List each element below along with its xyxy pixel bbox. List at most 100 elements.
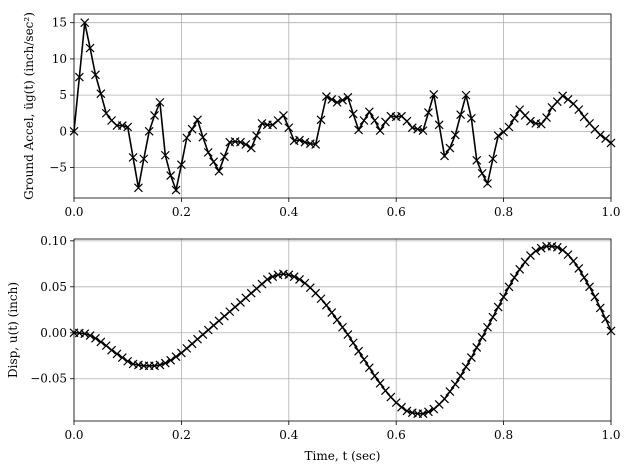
marker — [526, 116, 535, 126]
marker — [407, 408, 417, 418]
marker — [134, 183, 143, 193]
marker — [440, 394, 449, 404]
marker — [472, 343, 482, 352]
marker — [123, 122, 133, 132]
marker — [574, 263, 584, 273]
axes-frame — [73, 238, 612, 422]
marker — [563, 95, 573, 104]
marker — [166, 171, 176, 180]
marker — [531, 246, 541, 256]
marker — [273, 270, 283, 280]
marker — [418, 126, 428, 136]
marker — [418, 409, 428, 419]
marker — [300, 137, 310, 147]
marker — [176, 160, 186, 170]
marker — [477, 168, 487, 178]
y-tick-label: 0.05 — [40, 280, 67, 294]
marker — [295, 275, 304, 284]
marker — [96, 337, 106, 347]
marker — [466, 353, 476, 363]
marker — [187, 124, 197, 134]
marker — [80, 18, 90, 28]
marker — [321, 300, 331, 310]
y-tick-label: 0.10 — [40, 234, 67, 248]
marker — [85, 43, 95, 53]
marker — [139, 154, 149, 164]
marker — [493, 302, 503, 312]
x-axis-label: Time, t (sec) — [305, 449, 381, 463]
marker — [246, 143, 256, 153]
marker — [585, 282, 594, 292]
marker — [364, 363, 374, 373]
marker — [236, 137, 245, 147]
marker — [343, 330, 353, 340]
marker — [112, 349, 122, 359]
marker — [284, 123, 294, 133]
marker — [477, 332, 487, 342]
marker — [101, 108, 111, 118]
marker — [445, 387, 455, 397]
marker — [338, 95, 347, 105]
marker — [128, 153, 138, 162]
marker — [413, 124, 423, 134]
marker — [456, 110, 466, 120]
marker — [552, 242, 562, 252]
y-tick-label: 0 — [59, 124, 67, 138]
marker — [515, 264, 525, 274]
marker — [579, 273, 589, 283]
x-tick-label: 0.2 — [172, 428, 191, 442]
marker — [499, 292, 509, 302]
marker — [241, 139, 251, 149]
marker — [338, 322, 347, 332]
marker — [348, 338, 358, 348]
marker — [117, 121, 127, 130]
marker — [483, 179, 492, 188]
marker — [461, 90, 471, 100]
x-tick-label: 1.0 — [601, 428, 620, 442]
marker — [434, 120, 444, 130]
marker — [488, 154, 498, 164]
marker — [171, 185, 181, 195]
marker — [504, 282, 514, 292]
marker — [381, 386, 390, 396]
marker — [182, 133, 192, 143]
marker — [354, 125, 364, 135]
data-line — [73, 22, 612, 193]
marker — [203, 147, 213, 157]
marker — [107, 345, 117, 355]
marker — [472, 155, 482, 165]
marker — [504, 122, 514, 132]
y-tick-label: 5 — [59, 88, 67, 102]
marker — [279, 269, 288, 279]
marker — [606, 138, 616, 148]
marker — [542, 113, 551, 123]
marker — [198, 132, 208, 142]
x-tick-label: 0.0 — [64, 205, 83, 219]
marker — [547, 241, 557, 251]
marker — [327, 308, 337, 317]
y-tick-label: 15 — [52, 16, 67, 30]
marker — [348, 109, 358, 119]
marker — [601, 134, 611, 144]
y-tick-label: 10 — [52, 52, 67, 66]
marker — [74, 72, 84, 82]
data-line — [73, 245, 612, 415]
marker — [488, 312, 498, 322]
marker — [295, 135, 304, 145]
marker — [370, 371, 380, 381]
marker — [402, 406, 412, 416]
marker — [590, 292, 600, 302]
marker — [268, 120, 278, 130]
marker — [332, 97, 342, 107]
marker — [343, 92, 353, 102]
marker — [150, 361, 159, 371]
marker — [128, 359, 138, 369]
marker — [214, 166, 224, 176]
marker — [423, 407, 433, 417]
marker — [268, 272, 278, 282]
marker — [252, 131, 262, 141]
marker — [509, 273, 519, 283]
y-axis-label: Disp, u(t) (inch) — [6, 282, 20, 378]
marker — [450, 379, 460, 389]
marker — [574, 105, 584, 115]
